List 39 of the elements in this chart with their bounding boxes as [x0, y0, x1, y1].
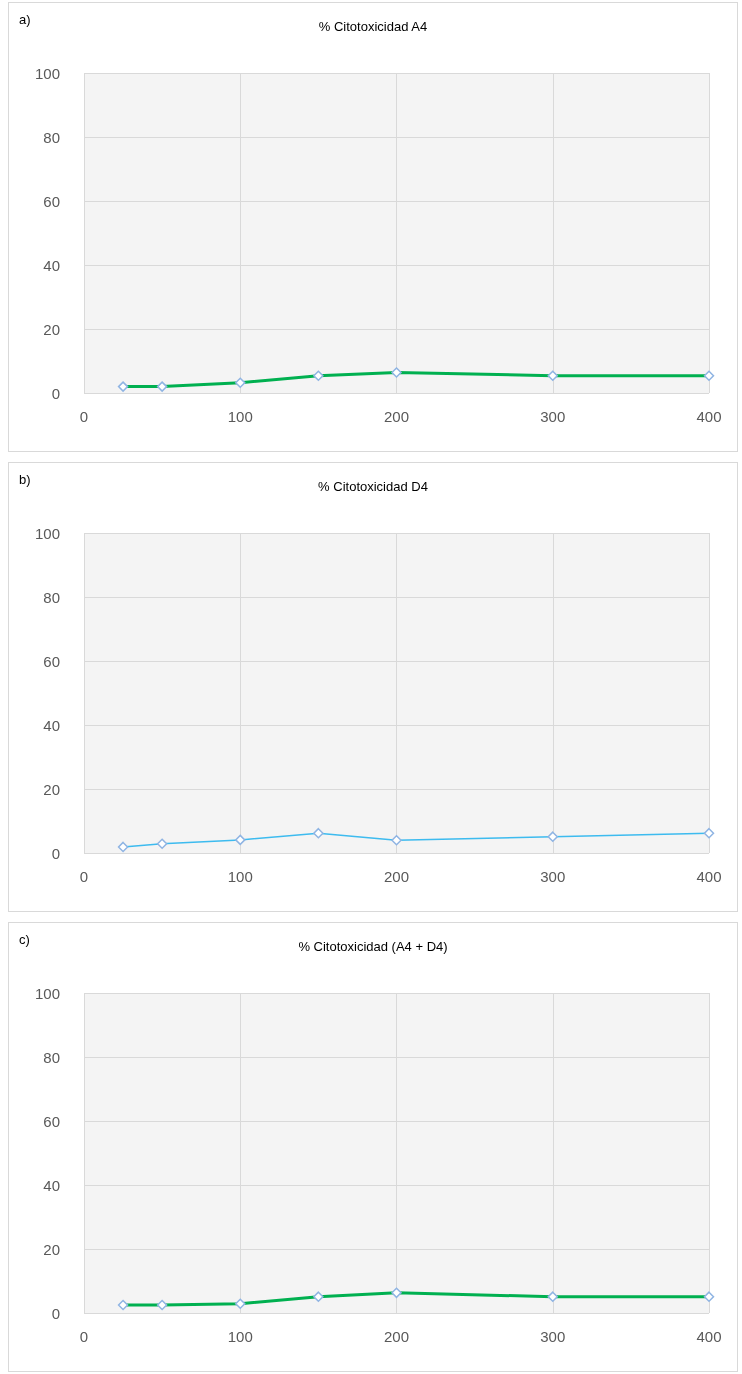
x-tick-label: 0: [79, 868, 89, 885]
x-tick-label: 200: [383, 868, 410, 885]
y-tick-label: 80: [43, 128, 60, 146]
x-tick-label: 200: [383, 408, 410, 425]
y-tick-label: 60: [43, 1112, 60, 1130]
chart-title: % Citotoxicidad (A4 + D4): [298, 939, 448, 954]
x-tick-label: 0: [79, 1328, 89, 1345]
y-tick-label: 0: [51, 384, 60, 402]
y-tick-label: 40: [43, 1176, 60, 1194]
x-tick-label: 400: [696, 408, 722, 425]
x-tick-label: 300: [540, 868, 566, 885]
y-tick-label: 100: [34, 524, 60, 542]
y-tick-label: 100: [34, 984, 60, 1002]
y-tick-label: 0: [51, 844, 60, 862]
x-tick-label: 0: [79, 408, 89, 425]
y-tick-label: 80: [43, 1048, 60, 1066]
y-tick-label: 60: [43, 652, 60, 670]
x-tick-label: 400: [696, 868, 722, 885]
y-tick-label: 100: [34, 64, 60, 82]
chart-title: % Citotoxicidad D4: [318, 479, 428, 494]
x-tick-label: 400: [696, 1328, 722, 1345]
text: c): [19, 932, 30, 947]
y-tick-label: 80: [43, 588, 60, 606]
y-tick-label: 20: [43, 780, 60, 798]
y-tick-label: 60: [43, 192, 60, 210]
y-tick-label: 20: [43, 1240, 60, 1258]
text: b): [19, 472, 31, 487]
y-tick-label: 40: [43, 716, 60, 734]
x-tick-label: 100: [227, 408, 253, 425]
x-tick-label: 300: [540, 1328, 566, 1345]
y-tick-label: 40: [43, 256, 60, 274]
x-tick-label: 100: [227, 1328, 253, 1345]
x-tick-label: 200: [383, 1328, 410, 1345]
text: a): [19, 12, 31, 27]
y-tick-label: 20: [43, 320, 60, 338]
y-tick-label: 0: [51, 1304, 60, 1322]
x-tick-label: 300: [540, 408, 566, 425]
x-tick-label: 100: [227, 868, 253, 885]
chart-title: % Citotoxicidad A4: [318, 19, 428, 34]
